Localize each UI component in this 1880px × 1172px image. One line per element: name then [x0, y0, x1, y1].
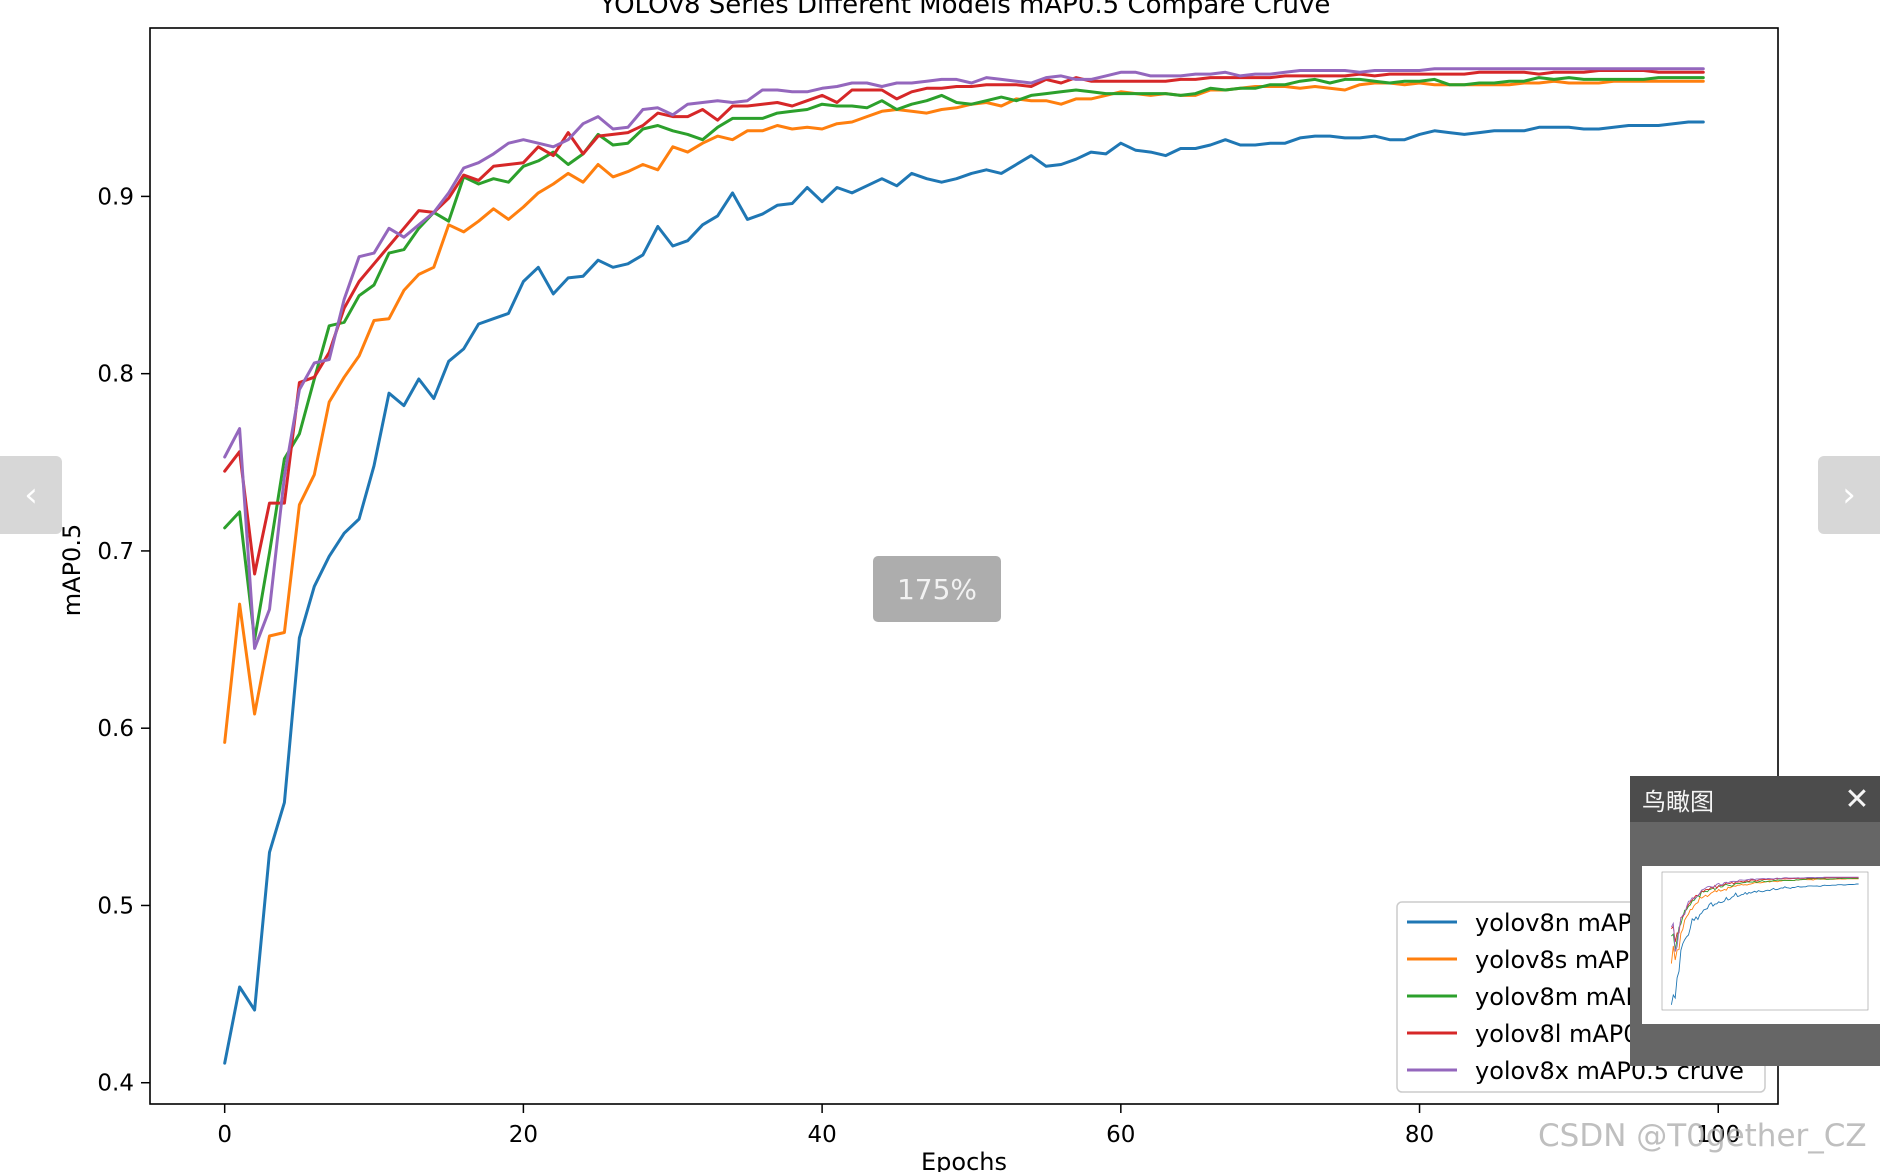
- y-axis-ticks: 0.4 0.5 0.6 0.7 0.8 0.9: [97, 184, 150, 1097]
- chevron-right-icon: ›: [1842, 475, 1856, 515]
- y-tick-label: 0.8: [97, 362, 134, 388]
- thumbnail-series-line-4: [1671, 877, 1859, 943]
- overview-thumbnail-chart: [1661, 871, 1869, 1011]
- x-tick-label: 80: [1405, 1122, 1434, 1148]
- x-tick-label: 100: [1696, 1122, 1740, 1148]
- overview-title: 鸟瞰图: [1642, 787, 1714, 816]
- next-image-button[interactable]: ›: [1818, 456, 1880, 534]
- y-tick-label: 0.4: [97, 1071, 134, 1097]
- y-tick-label: 0.9: [97, 184, 134, 210]
- y-axis-label: mAP0.5: [58, 524, 86, 616]
- close-icon[interactable]: ✕: [1844, 781, 1870, 817]
- y-tick-label: 0.7: [97, 539, 134, 565]
- chevron-left-icon: ‹: [24, 475, 38, 515]
- overview-thumbnail[interactable]: [1642, 866, 1880, 1024]
- thumbnail-series-line-5: [1671, 876, 1859, 952]
- x-axis-ticks: 0 20 40 60 80 100: [217, 1104, 1740, 1148]
- x-axis-label: Epochs: [921, 1148, 1007, 1172]
- x-tick-label: 60: [1106, 1122, 1135, 1148]
- x-tick-label: 20: [509, 1122, 538, 1148]
- series-line-5: [223, 67, 1705, 650]
- chart-title: YOLOv8 Series Different Models mAP0.5 Co…: [599, 0, 1331, 20]
- series-line-1: [223, 120, 1705, 1065]
- series-layer: [223, 67, 1705, 1065]
- series-line-3: [223, 76, 1705, 642]
- zoom-level-badge: 175%: [873, 556, 1001, 622]
- x-tick-label: 0: [217, 1122, 232, 1148]
- thumbnail-series: [1670, 876, 1859, 1005]
- prev-image-button[interactable]: ‹: [0, 456, 62, 534]
- watermark-text: CSDN @T0gether_CZ: [1538, 1118, 1867, 1154]
- y-tick-label: 0.5: [97, 893, 134, 919]
- series-line-4: [223, 69, 1705, 576]
- zoom-level-text: 175%: [896, 572, 978, 606]
- thumbnail-frame: [1661, 871, 1869, 1011]
- overview-panel[interactable]: 鸟瞰图 ✕: [1630, 776, 1880, 1066]
- y-tick-label: 0.6: [97, 716, 134, 742]
- x-tick-label: 40: [807, 1122, 836, 1148]
- overview-header: 鸟瞰图 ✕: [1630, 776, 1880, 822]
- thumbnail-series-line-1: [1670, 883, 1859, 1005]
